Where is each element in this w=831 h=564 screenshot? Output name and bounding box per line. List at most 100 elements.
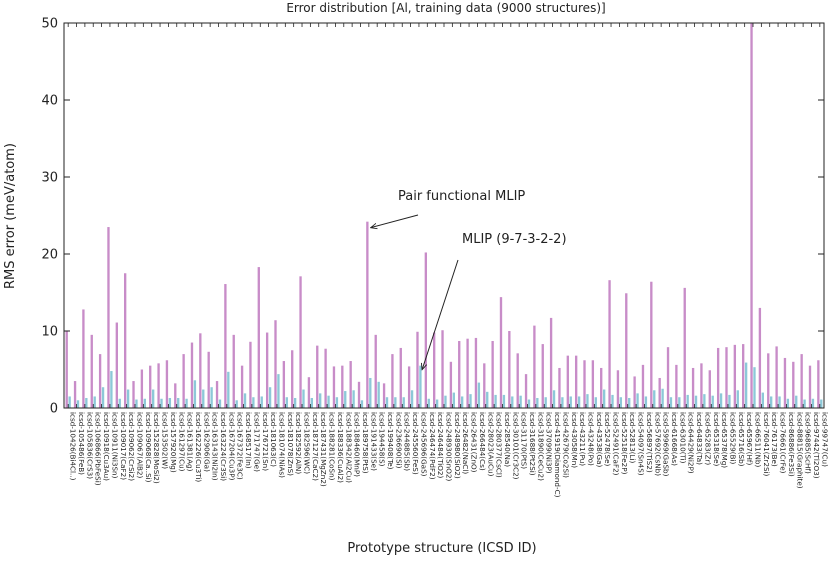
pair-bar [307, 377, 311, 408]
mlip-bar [703, 394, 706, 408]
mlip-bar [719, 393, 723, 408]
pair-bar [374, 334, 377, 408]
mlip-bar [611, 394, 614, 408]
x-tick-label: icsd-37099(Ni3P) [545, 412, 554, 474]
pair-bar [474, 337, 478, 408]
pair-bar [574, 355, 578, 408]
x-tick-label: icsd-10918(Cu3Au) [102, 412, 111, 481]
chart-title: Error distribution [Al, training data (9… [286, 1, 605, 15]
mlip-bar [76, 400, 80, 408]
pair-bar [215, 381, 219, 408]
x-axis-label: Prototype structure (ICSD ID) [347, 541, 536, 556]
pair-bar [625, 293, 628, 408]
pair-bar [249, 341, 252, 408]
pair-bar [792, 361, 795, 408]
x-tick-label: icsd-181078(ZnS) [286, 412, 295, 476]
x-tick-label: icsd-65378(Mg) [720, 412, 729, 468]
pair-bar [716, 347, 720, 408]
pair-bar [65, 331, 68, 408]
pair-bar [82, 309, 85, 408]
x-tick-label: icsd-52491(CaF2) [612, 412, 621, 476]
mlip-bar [277, 374, 280, 408]
pair-bar [466, 338, 469, 408]
pair-bar [775, 346, 778, 408]
pair-bar [725, 347, 728, 408]
x-tick-label: icsd-96885(ScHf) [804, 412, 813, 474]
pair-bar [332, 366, 336, 408]
pair-bar [742, 344, 745, 408]
pair-bar [783, 357, 787, 408]
x-tick-label: icsd-65716(Sb) [737, 412, 746, 467]
x-tick-label: icsd-109017(CaF2) [119, 412, 128, 480]
x-tick-label: icsd-65283(Zr) [703, 412, 712, 465]
x-tick-label: icsd-65529(Bi) [728, 412, 737, 464]
pair-bar [407, 366, 411, 408]
plot-frame [63, 22, 825, 409]
x-tick-label: icsd-246484(TiO2) [436, 412, 445, 478]
mlip-bar [628, 397, 631, 408]
x-tick-label: icsd-57692(CsNb) [653, 412, 662, 476]
mlip-bar [786, 398, 790, 408]
mlip-bar [461, 396, 464, 408]
mlip-bar [694, 395, 698, 408]
pair-bar [399, 347, 402, 408]
mlip-bar [335, 397, 339, 408]
pair-bar [541, 344, 544, 408]
pair-bar [491, 341, 494, 408]
x-tick-label: icsd-187431(MgZn2) [319, 412, 328, 487]
mlip-bar [327, 395, 330, 408]
mlip-bar [410, 390, 414, 408]
x-tick-label: icsd-31890(CeCu2) [536, 412, 545, 481]
pair-bar [549, 317, 553, 408]
y-tick-label: 50 [41, 17, 58, 32]
x-tick-label: icsd-171747(Ge) [252, 412, 261, 472]
x-tick-label: icsd-162226(Cu3Ti) [194, 412, 203, 482]
mlip-bar [795, 395, 798, 408]
pair-bar [291, 350, 294, 408]
x-tick-label: icsd-65318(Se) [712, 412, 721, 467]
mlip-bar [168, 397, 172, 408]
mlip-bar [636, 393, 639, 408]
pair-bar [424, 252, 427, 408]
pair-bar [691, 367, 695, 408]
x-tick-label: icsd-188342(Al2Cu) [344, 412, 353, 483]
mlip-bar [419, 365, 422, 408]
x-tick-label: icsd-64833(Ta) [695, 412, 704, 465]
pair-bar [140, 369, 144, 408]
mlip-bar [644, 396, 648, 408]
pair-bar [641, 364, 645, 408]
x-tick-label: icsd-188460(MnP) [353, 412, 362, 477]
x-tick-label: icsd-43058(Mn) [570, 412, 579, 468]
mlip-bar [118, 398, 121, 408]
pair-bar [124, 273, 127, 408]
pair-bar [190, 342, 194, 408]
mlip-bar [151, 389, 155, 408]
mlip-bar [285, 397, 288, 408]
pair-bar [800, 354, 803, 408]
x-tick-label: icsd-64429(Ni2P) [687, 412, 696, 474]
x-tick-label: icsd-153502(W) [161, 412, 170, 469]
mlip-bar [202, 389, 205, 408]
mlip-bar [770, 396, 773, 408]
pair-bar [115, 322, 118, 408]
mlip-bar [360, 400, 364, 408]
mlip-bar [427, 398, 430, 408]
pair-bar [650, 281, 653, 408]
x-tick-label: icsd-182596(WC) [303, 412, 312, 474]
pair-bar [433, 332, 436, 408]
mlip-bar [252, 397, 255, 408]
pair-bar [257, 267, 260, 408]
mlip-bar [344, 391, 347, 408]
mlip-bar [711, 395, 714, 408]
x-tick-label: icsd-248930(SnO2) [445, 412, 454, 481]
mlip-bar [527, 399, 531, 408]
mlip-bar [377, 381, 380, 408]
x-tick-label: icsd-43211(Pu) [578, 412, 587, 466]
mlip-bar [811, 398, 815, 408]
pair-bar [240, 365, 244, 408]
mlip-bar [135, 399, 138, 408]
mlip-bar [519, 395, 522, 408]
mlip-bar [469, 394, 472, 408]
mlip-bar [536, 397, 539, 408]
mlip-bar [544, 397, 547, 408]
